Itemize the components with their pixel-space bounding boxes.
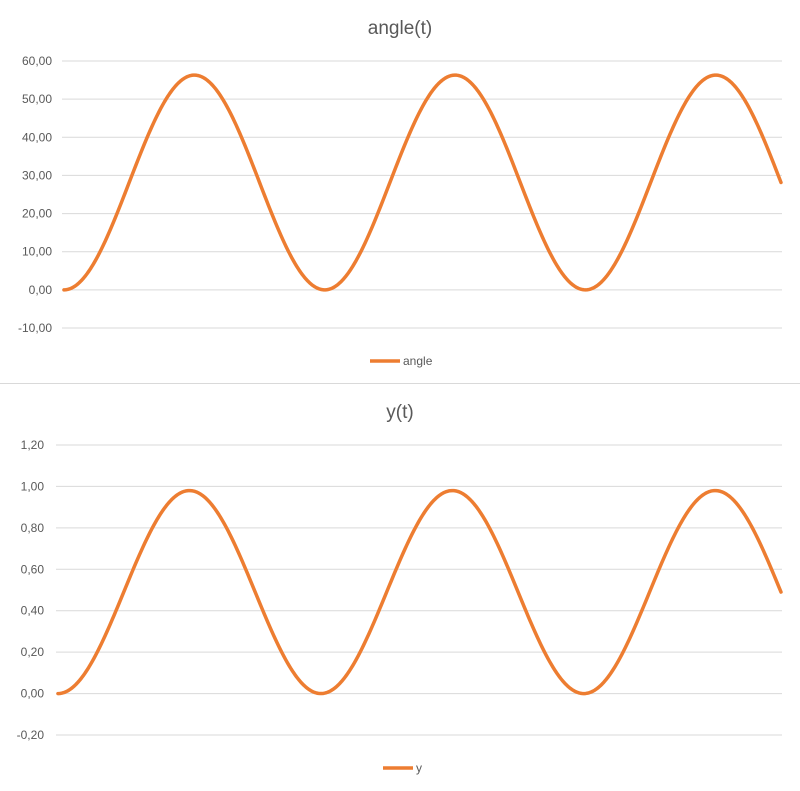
legend-label: y xyxy=(416,761,422,775)
y-tick-label: 60,00 xyxy=(22,54,52,68)
y-tick-label: 0,00 xyxy=(29,283,53,297)
gridlines xyxy=(62,60,782,329)
y-tick-label: 1,00 xyxy=(21,479,45,493)
y-tick-label: 10,00 xyxy=(22,245,52,259)
y-tick-label: -10,00 xyxy=(18,321,52,335)
y-chart-panel: y(t) -0,20 0,00 0,20 0,40 0,60 0,80 1,00 1,20 y xyxy=(0,384,800,791)
gridlines xyxy=(56,444,782,736)
legend: y xyxy=(383,761,422,775)
y-chart: y(t) -0,20 0,00 0,20 0,40 0,60 0,80 1,00 1,20 y xyxy=(17,402,783,775)
legend-label: angle xyxy=(403,354,433,368)
y-tick-label: 40,00 xyxy=(22,130,52,144)
legend: angle xyxy=(370,354,433,368)
chart-title: y(t) xyxy=(386,402,413,423)
y-tick-label: 0,40 xyxy=(21,604,45,618)
y-tick-label: 0,80 xyxy=(21,521,45,535)
y-tick-label: 0,00 xyxy=(21,687,45,701)
y-tick-label: 0,60 xyxy=(21,562,45,576)
y-tick-label: 50,00 xyxy=(22,92,52,106)
chart-title: angle(t) xyxy=(368,18,432,39)
y-axis-ticks: -0,20 0,00 0,20 0,40 0,60 0,80 1,00 1,20 xyxy=(17,438,45,742)
angle-chart-panel: angle(t) -10,00 0,00 10,00 20,00 30,00 40,00 5… xyxy=(0,0,800,384)
series-line-angle xyxy=(62,73,783,292)
y-tick-label: 20,00 xyxy=(22,207,52,221)
y-tick-label: 30,00 xyxy=(22,168,52,182)
y-axis-ticks: -10,00 0,00 10,00 20,00 30,00 40,00 50,00 60,00 xyxy=(18,54,52,335)
y-tick-label: 0,20 xyxy=(21,645,45,659)
series-line-y xyxy=(56,488,783,696)
angle-chart: angle(t) -10,00 0,00 10,00 20,00 30,00 40,00 5… xyxy=(18,18,783,368)
y-tick-label: -0,20 xyxy=(17,728,45,742)
y-tick-label: 1,20 xyxy=(21,438,45,452)
